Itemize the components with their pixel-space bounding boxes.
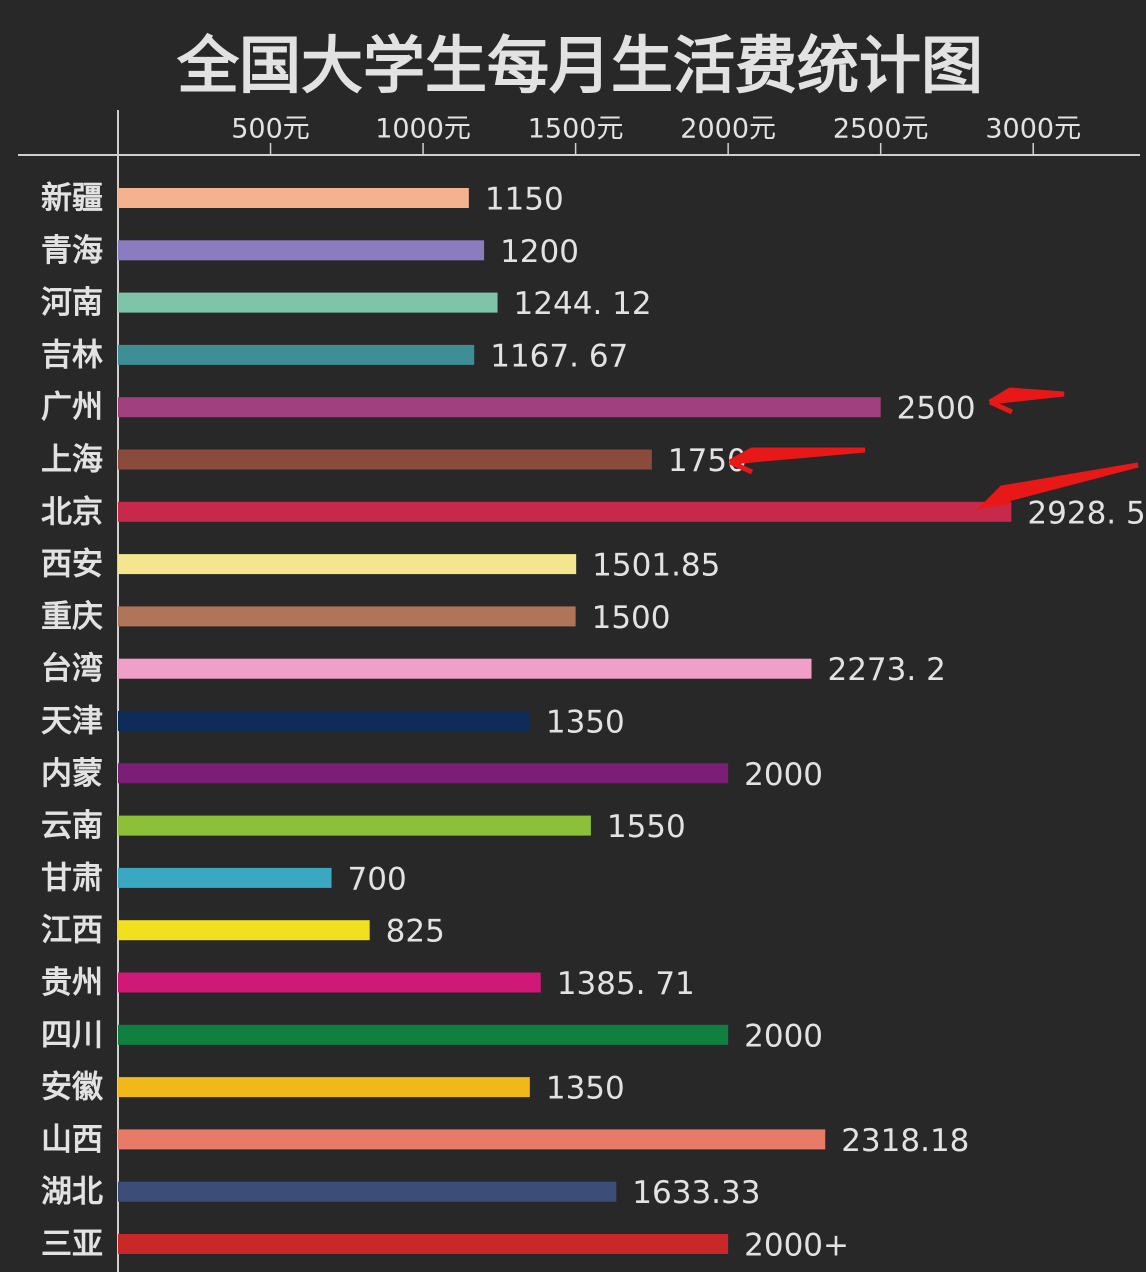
x-tick-label: 2000元 (680, 114, 776, 145)
value-label: 700 (348, 861, 407, 897)
chart-title: 全国大学生每月生活费统计图 (176, 29, 983, 102)
value-label: 1244. 12 (514, 286, 652, 322)
x-tick-label: 1500元 (528, 114, 624, 145)
bar (118, 344, 475, 365)
value-label: 1350 (546, 705, 625, 741)
bar (118, 1234, 729, 1254)
bar (118, 449, 652, 470)
value-label: 825 (386, 914, 445, 950)
bar (118, 763, 729, 784)
y-tick-label: 西安 (41, 547, 103, 583)
bar (118, 240, 485, 261)
y-tick-label: 甘肃 (41, 860, 103, 896)
value-label: 2928. 5 (1027, 495, 1145, 531)
bar (118, 1181, 617, 1202)
bar (118, 397, 881, 418)
value-label: 2273. 2 (827, 652, 945, 688)
value-label: 1150 (485, 182, 564, 218)
y-tick-label: 青海 (41, 233, 103, 269)
bar (118, 711, 530, 731)
bar (118, 1024, 729, 1045)
value-label: 1200 (500, 234, 579, 270)
y-tick-label: 天津 (41, 704, 103, 740)
y-tick-label: 湖北 (41, 1174, 103, 1210)
y-tick-label: 广州 (41, 390, 103, 426)
y-tick-label: 新疆 (41, 181, 103, 217)
y-tick-label: 江西 (41, 913, 103, 949)
y-tick-label: 重庆 (41, 599, 103, 635)
y-tick-label: 贵州 (41, 965, 103, 1001)
bar (118, 188, 469, 208)
bar (118, 554, 577, 575)
y-tick-label: 内蒙 (41, 756, 103, 792)
x-tick-label: 1000元 (375, 114, 471, 145)
bar (118, 501, 1012, 522)
bar (118, 815, 591, 836)
bar (118, 920, 370, 941)
value-label: 1633.33 (632, 1175, 760, 1211)
value-label: 1501.85 (592, 548, 720, 584)
arrow (728, 447, 866, 475)
value-label: 2000 (744, 1018, 823, 1054)
y-tick-label: 河南 (41, 285, 103, 321)
y-tick-label: 安徽 (41, 1070, 104, 1106)
bar (118, 606, 576, 627)
x-tick-label: 500元 (231, 114, 310, 145)
value-label: 1167. 67 (490, 338, 628, 374)
value-label: 1550 (607, 809, 686, 845)
y-tick-label: 云南 (41, 808, 103, 844)
y-tick-label: 台湾 (41, 651, 103, 687)
value-label: 2500 (897, 391, 976, 427)
bar (118, 292, 498, 313)
y-tick-label: 三亚 (41, 1227, 103, 1263)
y-tick-label: 北京 (41, 494, 103, 530)
y-tick-label: 四川 (41, 1017, 103, 1053)
y-tick-label: 上海 (41, 442, 103, 478)
bar (118, 972, 541, 993)
bar (118, 1129, 826, 1150)
value-label: 2318.18 (841, 1123, 969, 1159)
value-label: 2000+ (744, 1228, 849, 1264)
arrow (988, 387, 1065, 415)
arrow (976, 462, 1139, 510)
bar (118, 658, 812, 679)
value-label: 2000 (744, 757, 823, 793)
y-tick-label: 山西 (41, 1122, 103, 1158)
value-label: 1385. 71 (557, 966, 695, 1002)
bar (118, 1077, 530, 1098)
annotation-arrows (728, 387, 1139, 510)
y-tick-label: 吉林 (41, 337, 103, 373)
value-label: 1350 (546, 1071, 625, 1107)
value-label: 1500 (592, 600, 671, 636)
x-tick-label: 3000元 (985, 114, 1081, 145)
bar (118, 867, 332, 888)
x-tick-label: 2500元 (833, 114, 929, 145)
